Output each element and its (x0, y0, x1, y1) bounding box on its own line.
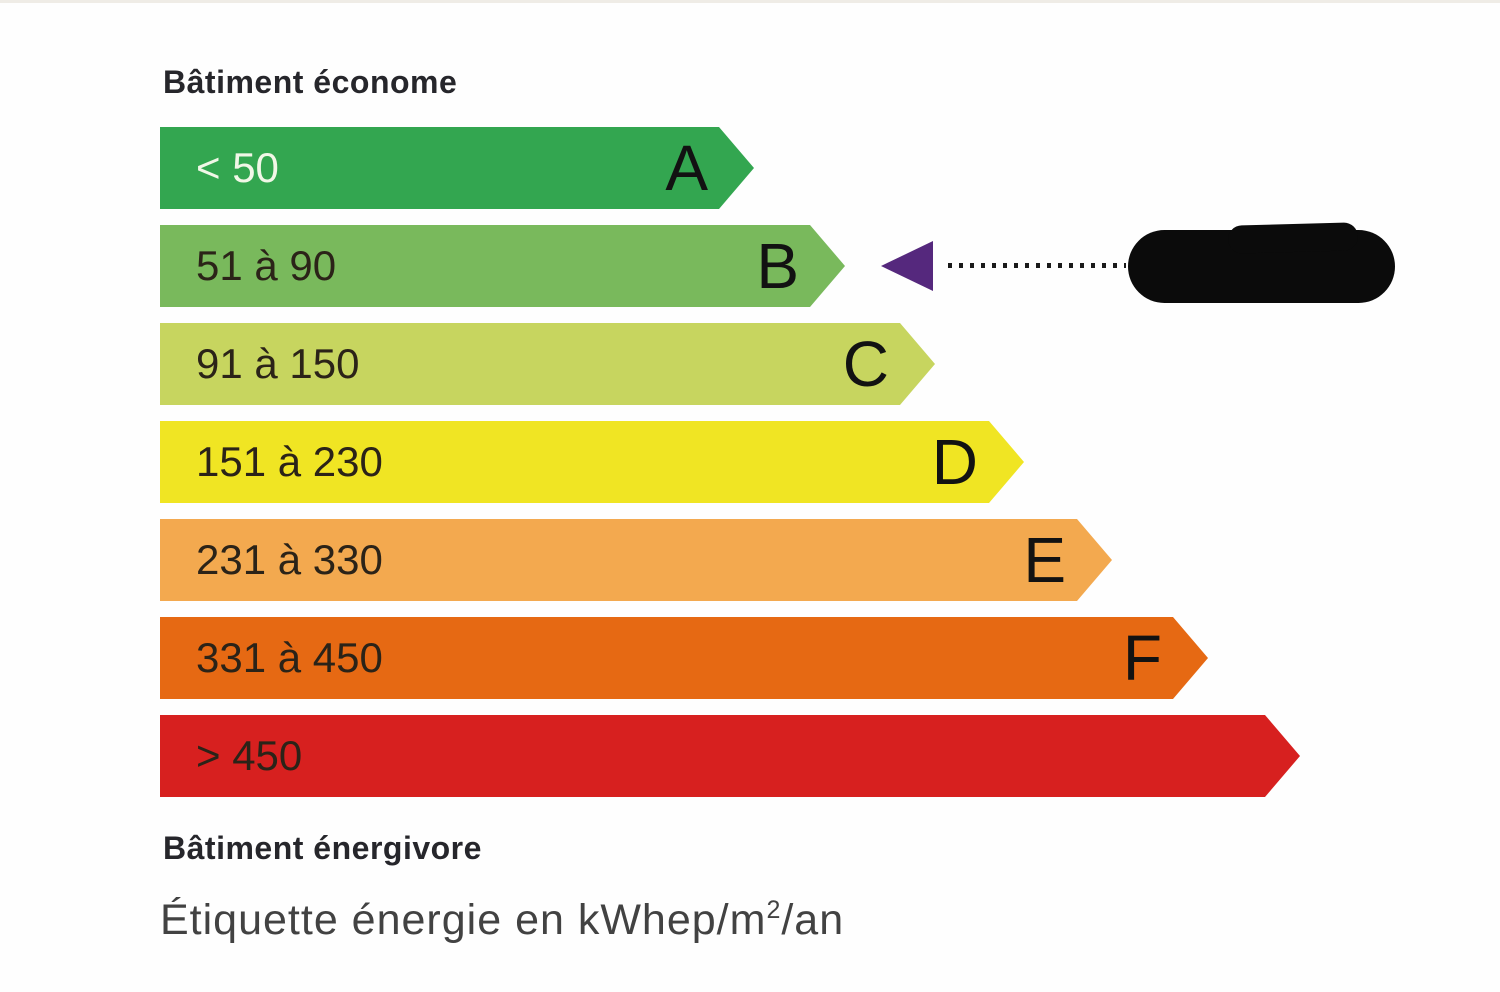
bar-letter: C (842, 328, 889, 400)
bar-range-label: 331 à 450 (196, 634, 383, 681)
bar-letter: B (756, 230, 799, 302)
energy-bar-d: 151 à 230 D (160, 421, 1024, 503)
bar-letter: F (1122, 622, 1162, 694)
energy-bar-f: 331 à 450 F (160, 617, 1208, 699)
bar-letter: D (931, 426, 978, 498)
bar-range-label: 91 à 150 (196, 340, 360, 387)
bar-range-label: > 450 (196, 732, 303, 779)
bar-range-label: < 50 (196, 144, 279, 191)
redacted-value-blob (1128, 230, 1395, 303)
top-label: Bâtiment économe (163, 64, 458, 100)
energy-bar-g: > 450 (160, 715, 1300, 797)
pointer-dotted-line (948, 263, 1126, 268)
energy-scale-caption: Étiquette énergie en kWhep/m2/an (160, 896, 844, 945)
caption-superscript: 2 (766, 896, 782, 924)
bar-range-label: 51 à 90 (196, 242, 337, 289)
bar-letter: E (1023, 524, 1066, 596)
caption-prefix: Étiquette énergie en kWhep/m (160, 896, 767, 944)
energy-bar-a: < 50 A (160, 127, 754, 209)
energy-bar-b: 51 à 90 B (160, 225, 845, 307)
caption-suffix: /an (781, 896, 845, 944)
energy-bar-c: 91 à 150 C (160, 323, 935, 405)
energy-bar-e: 231 à 330 E (160, 519, 1112, 601)
bar-letter: A (665, 132, 708, 204)
bottom-label: Bâtiment énergivore (163, 830, 482, 866)
bar-range-label: 231 à 330 (196, 536, 383, 583)
class-pointer-triangle-icon (881, 241, 933, 291)
bar-range-label: 151 à 230 (196, 438, 383, 485)
